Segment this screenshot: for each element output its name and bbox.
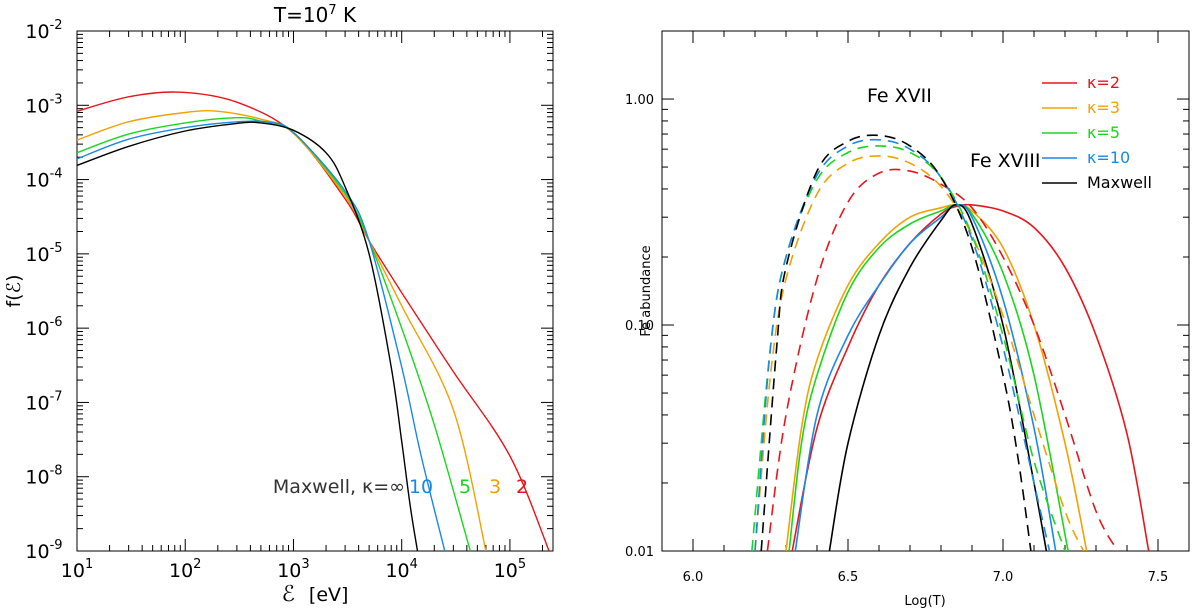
right-curves [751, 134, 1150, 551]
left-annotation: Maxwell, κ=∞ 10 5 3 2 [273, 476, 528, 498]
left-x-tick-label: 102 [169, 557, 201, 582]
legend-label-k2: κ=2 [1087, 73, 1120, 92]
right-series-k2-fe18 [791, 203, 1150, 551]
left-x-tick-label: 101 [61, 557, 93, 582]
right-y-tick-label: 1.00 [625, 93, 654, 108]
left-x-tick-label: 104 [385, 557, 417, 582]
right-series-k10-fe17 [754, 138, 1051, 551]
annot-kappa-10: 10 [409, 476, 433, 498]
right-series-k3-fe18 [785, 203, 1088, 551]
left-title-unit: K [337, 3, 357, 27]
right-x-tick-label: 7.5 [1148, 570, 1169, 585]
left-x-tick-label: 105 [494, 557, 526, 582]
right-x-tick-label: 6.5 [838, 570, 859, 585]
left-y-tick-label: 10-9 [25, 538, 62, 563]
left-x-symbol: ℰ [282, 582, 295, 607]
left-x-unit: [eV] [309, 584, 349, 606]
left-y-tick-label: 10-6 [25, 315, 62, 340]
right-y-tick-label: 0.01 [625, 545, 654, 560]
left-plot-frame [76, 30, 554, 552]
right-y-axis-label: Fe abundance [639, 245, 654, 336]
right-series-k5-fe17 [751, 145, 1066, 551]
left-curves [77, 91, 550, 551]
label-fe-xviii: Fe XVIII [970, 150, 1040, 172]
left-y-tick-label: 10-7 [25, 389, 62, 414]
legend-label-k3: κ=3 [1087, 98, 1120, 117]
left-y-tick-label: 10-8 [25, 464, 62, 489]
right-plot: 6.0 6.5 7.0 7.5 0.01 0.10 1.00 Fe abundance Lo… [625, 30, 1190, 609]
right-x-tick-label: 6.0 [683, 570, 704, 585]
annot-kappa-3: 3 [489, 476, 501, 498]
left-series-k2 [77, 91, 550, 551]
left-y-tick-label: 10-3 [25, 92, 62, 117]
right-legend: κ=2 κ=3 κ=5 κ=10 Maxwell [1042, 73, 1152, 192]
left-x-axis-label: ℰ [eV] [282, 582, 349, 607]
legend-label-k5: κ=5 [1087, 123, 1120, 142]
left-title-exponent: 7 [328, 3, 336, 18]
left-y-tick-label: 10-4 [25, 167, 62, 192]
left-series-maxwell [77, 121, 419, 551]
left-y-axis-label: f(ℰ) [3, 274, 25, 307]
right-y-tick-label: 0.10 [625, 319, 654, 334]
right-series-maxwell-fe18 [828, 204, 1048, 551]
left-title-base: T=10 [273, 3, 328, 27]
left-plot-title: T=107 K [273, 3, 357, 27]
left-series-k10 [77, 120, 446, 551]
left-x-tick-label: 103 [277, 557, 309, 582]
right-series-k5-fe18 [788, 204, 1069, 551]
left-plot: T=107 K 101 102 103 104 10510-910-810-710-61… [3, 3, 554, 607]
right-x-axis-label: Log(T) [904, 594, 945, 609]
left-y-tick-label: 10-2 [25, 18, 62, 43]
label-fe-xvii: Fe XVII [867, 85, 932, 107]
right-plot-frame [661, 30, 1190, 552]
right-x-tick-label: 7.0 [993, 570, 1014, 585]
annot-kappa-5: 5 [459, 476, 471, 498]
legend-label-k10: κ=10 [1087, 148, 1130, 167]
annot-maxwell: Maxwell, κ=∞ [273, 476, 405, 498]
annot-kappa-2: 2 [516, 476, 528, 498]
right-series-maxwell-fe17 [760, 134, 1032, 551]
right-series-k2-fe17 [766, 168, 1119, 551]
left-y-tick-label: 10-5 [25, 241, 62, 266]
legend-label-maxwell: Maxwell [1087, 173, 1152, 192]
left-axis-ticks: 101 102 103 104 10510-910-810-710-610-510-41… [25, 18, 553, 582]
left-series-k3 [77, 110, 487, 551]
